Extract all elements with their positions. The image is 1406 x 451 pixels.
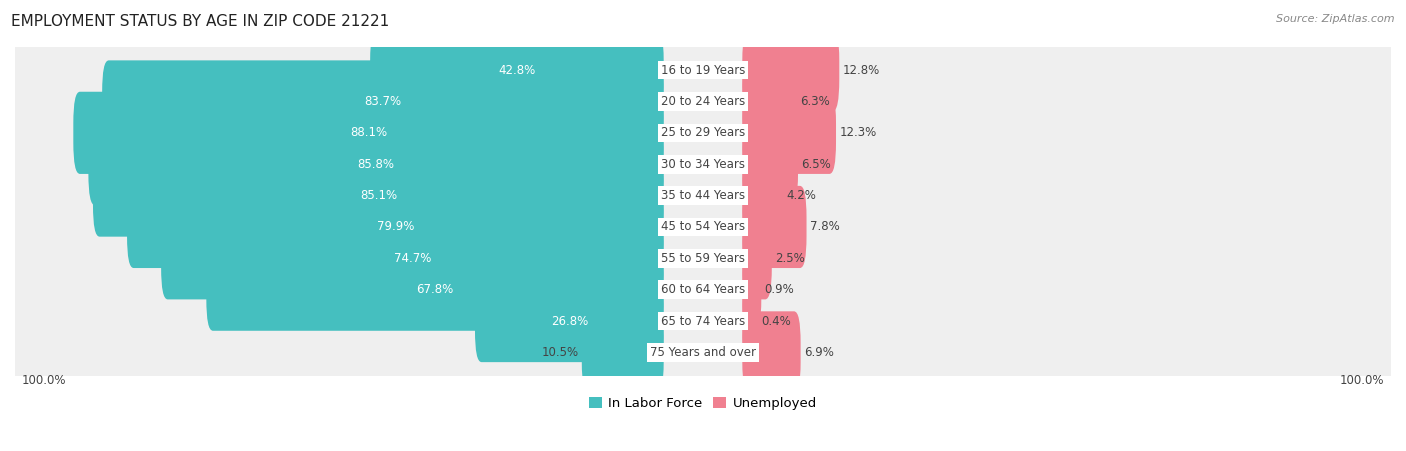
Text: 100.0%: 100.0% — [1340, 374, 1385, 387]
FancyBboxPatch shape — [93, 155, 664, 237]
FancyBboxPatch shape — [742, 280, 758, 362]
Text: 6.5%: 6.5% — [801, 158, 831, 170]
FancyBboxPatch shape — [11, 227, 1395, 352]
FancyBboxPatch shape — [11, 164, 1395, 290]
Text: 79.9%: 79.9% — [377, 221, 413, 234]
Text: 30 to 34 Years: 30 to 34 Years — [661, 158, 745, 170]
Text: 75 Years and over: 75 Years and over — [650, 346, 756, 359]
Text: 7.8%: 7.8% — [810, 221, 839, 234]
Text: 42.8%: 42.8% — [498, 64, 536, 77]
Text: 25 to 29 Years: 25 to 29 Years — [661, 126, 745, 139]
FancyBboxPatch shape — [742, 249, 761, 331]
Text: 88.1%: 88.1% — [350, 126, 387, 139]
Text: 83.7%: 83.7% — [364, 95, 402, 108]
FancyBboxPatch shape — [11, 196, 1395, 321]
Text: 0.4%: 0.4% — [761, 314, 792, 327]
Text: 74.7%: 74.7% — [394, 252, 432, 265]
Text: 26.8%: 26.8% — [551, 314, 588, 327]
Text: 67.8%: 67.8% — [416, 283, 454, 296]
Text: 12.8%: 12.8% — [842, 64, 880, 77]
FancyBboxPatch shape — [11, 39, 1395, 164]
FancyBboxPatch shape — [582, 311, 664, 394]
Text: 35 to 44 Years: 35 to 44 Years — [661, 189, 745, 202]
FancyBboxPatch shape — [73, 92, 664, 174]
Text: 12.3%: 12.3% — [839, 126, 876, 139]
FancyBboxPatch shape — [207, 249, 664, 331]
Text: 20 to 24 Years: 20 to 24 Years — [661, 95, 745, 108]
FancyBboxPatch shape — [742, 29, 839, 111]
FancyBboxPatch shape — [742, 311, 800, 394]
Text: 65 to 74 Years: 65 to 74 Years — [661, 314, 745, 327]
Text: Source: ZipAtlas.com: Source: ZipAtlas.com — [1277, 14, 1395, 23]
Text: 2.5%: 2.5% — [775, 252, 804, 265]
Text: 6.3%: 6.3% — [800, 95, 830, 108]
Text: 6.9%: 6.9% — [804, 346, 834, 359]
FancyBboxPatch shape — [370, 29, 664, 111]
Text: 4.2%: 4.2% — [786, 189, 815, 202]
FancyBboxPatch shape — [11, 7, 1395, 133]
FancyBboxPatch shape — [103, 60, 664, 143]
FancyBboxPatch shape — [162, 217, 664, 299]
Text: 10.5%: 10.5% — [541, 346, 578, 359]
Text: 55 to 59 Years: 55 to 59 Years — [661, 252, 745, 265]
FancyBboxPatch shape — [11, 290, 1395, 415]
FancyBboxPatch shape — [475, 280, 664, 362]
Text: EMPLOYMENT STATUS BY AGE IN ZIP CODE 21221: EMPLOYMENT STATUS BY AGE IN ZIP CODE 212… — [11, 14, 389, 28]
Text: 45 to 54 Years: 45 to 54 Years — [661, 221, 745, 234]
FancyBboxPatch shape — [742, 60, 797, 143]
FancyBboxPatch shape — [127, 186, 664, 268]
FancyBboxPatch shape — [742, 217, 772, 299]
Text: 85.1%: 85.1% — [360, 189, 396, 202]
Text: 60 to 64 Years: 60 to 64 Years — [661, 283, 745, 296]
FancyBboxPatch shape — [11, 101, 1395, 227]
Text: 100.0%: 100.0% — [21, 374, 66, 387]
FancyBboxPatch shape — [89, 123, 664, 205]
Text: 85.8%: 85.8% — [357, 158, 395, 170]
Legend: In Labor Force, Unemployed: In Labor Force, Unemployed — [583, 392, 823, 415]
FancyBboxPatch shape — [11, 133, 1395, 258]
FancyBboxPatch shape — [11, 258, 1395, 384]
Text: 16 to 19 Years: 16 to 19 Years — [661, 64, 745, 77]
Text: 0.9%: 0.9% — [765, 283, 794, 296]
FancyBboxPatch shape — [742, 123, 799, 205]
FancyBboxPatch shape — [11, 70, 1395, 196]
FancyBboxPatch shape — [742, 92, 837, 174]
FancyBboxPatch shape — [742, 155, 783, 237]
FancyBboxPatch shape — [742, 186, 807, 268]
